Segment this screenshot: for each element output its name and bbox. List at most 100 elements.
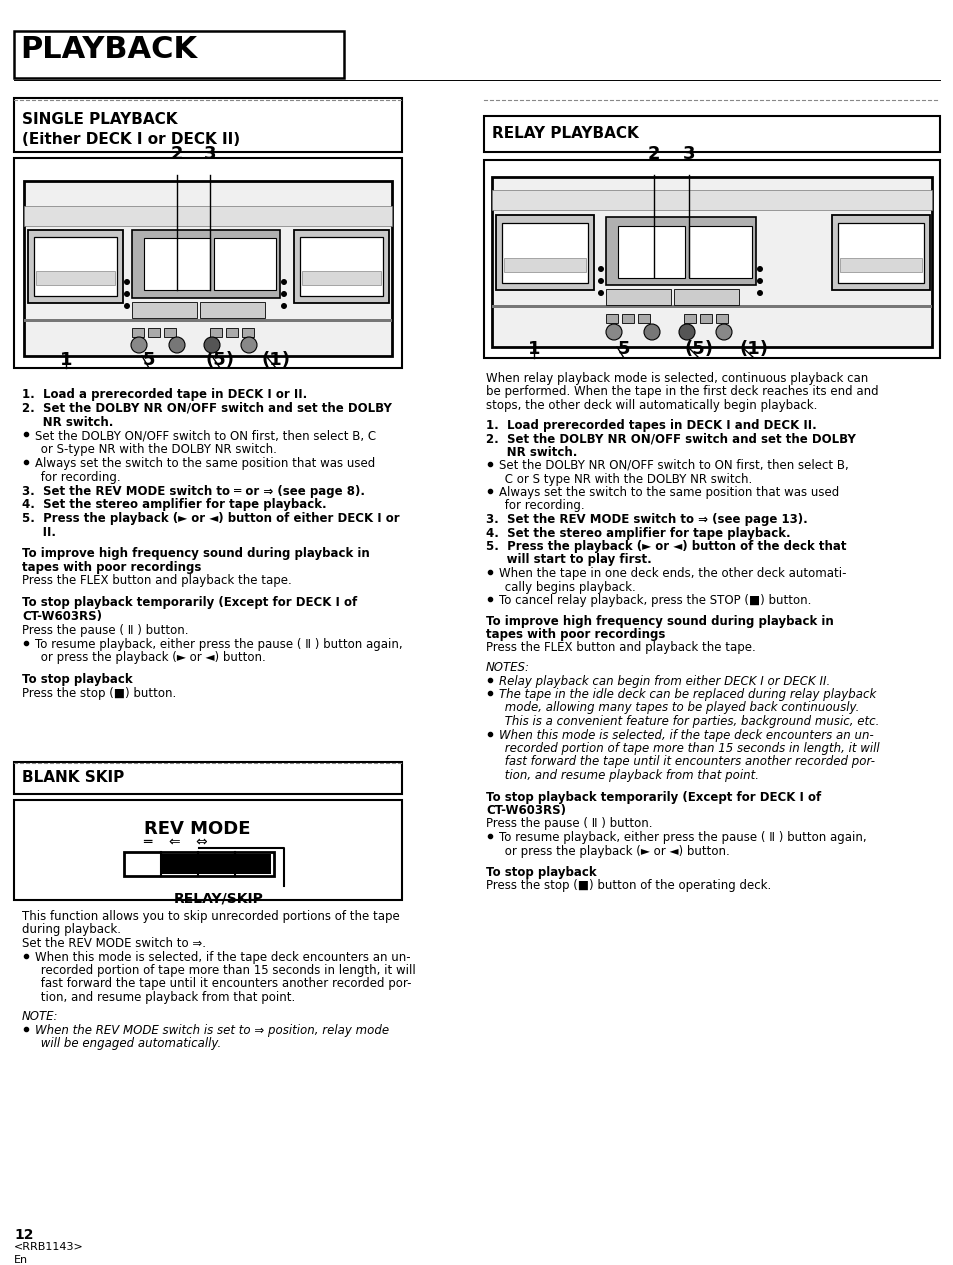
Text: for recording.: for recording.	[22, 471, 120, 483]
Text: Always set the switch to the same position that was used: Always set the switch to the same positi…	[498, 486, 839, 498]
Text: Set the REV MODE switch to ⇒.: Set the REV MODE switch to ⇒.	[22, 937, 206, 950]
Text: C or S type NR with the DOLBY NR switch.: C or S type NR with the DOLBY NR switch.	[485, 473, 752, 486]
Text: recorded portion of tape more than 15 seconds in length, it will: recorded portion of tape more than 15 se…	[485, 743, 879, 755]
Text: or S-type NR with the DOLBY NR switch.: or S-type NR with the DOLBY NR switch.	[22, 443, 276, 457]
Text: Press the FLEX button and playback the tape.: Press the FLEX button and playback the t…	[485, 641, 755, 654]
Circle shape	[679, 324, 695, 340]
Text: 12: 12	[14, 1228, 33, 1242]
Text: (5): (5)	[684, 340, 713, 358]
Text: PIONEER: PIONEER	[36, 213, 67, 218]
Text: tion, and resume playback from that point.: tion, and resume playback from that poin…	[485, 769, 759, 782]
Bar	[14, 799, 401, 899]
Text: 3.  Set the REV MODE switch to ═ or ⇒ (see page 8).: 3. Set the REV MODE switch to ═ or ⇒ (se…	[22, 484, 365, 497]
Bar	[24, 181, 392, 355]
Text: ═: ═	[143, 835, 151, 849]
Bar	[483, 116, 939, 152]
Circle shape	[598, 266, 603, 272]
Text: This function allows you to skip unrecorded portions of the tape: This function allows you to skip unrecor…	[22, 910, 399, 923]
Circle shape	[124, 291, 130, 297]
Bar	[618, 226, 684, 278]
Text: 3.  Set the REV MODE switch to ⇒ (see page 13).: 3. Set the REV MODE switch to ⇒ (see pag…	[485, 514, 807, 526]
Text: The tape in the idle deck can be replaced during relay playback: The tape in the idle deck can be replace…	[498, 688, 876, 701]
Bar	[492, 305, 931, 307]
Text: CT-W603RS): CT-W603RS)	[22, 610, 102, 622]
Bar	[24, 206, 392, 226]
Text: mode, allowing many tapes to be played back continuously.: mode, allowing many tapes to be played b…	[485, 702, 859, 715]
Text: NR switch.: NR switch.	[485, 445, 577, 458]
Text: 2: 2	[171, 145, 183, 163]
Text: NOTE:: NOTE:	[22, 1011, 58, 1023]
Text: <RRB1143>: <RRB1143>	[14, 1242, 84, 1252]
Text: during playback.: during playback.	[22, 923, 121, 936]
Text: When this mode is selected, if the tape deck encounters an un-: When this mode is selected, if the tape …	[35, 950, 410, 964]
Text: En: En	[14, 1255, 28, 1265]
Text: 4.  Set the stereo amplifier for tape playback.: 4. Set the stereo amplifier for tape pla…	[22, 498, 326, 511]
Text: 5.  Press the playback (► or ◄) button of either DECK I or: 5. Press the playback (► or ◄) button of…	[22, 512, 399, 525]
Text: PLAYBACK: PLAYBACK	[20, 35, 197, 65]
Text: (1): (1)	[739, 340, 768, 358]
Bar	[683, 314, 696, 323]
Bar	[503, 258, 585, 272]
Bar	[14, 762, 401, 794]
Text: 5: 5	[143, 350, 155, 369]
Bar	[831, 215, 929, 290]
Bar	[132, 230, 280, 299]
Text: cally begins playback.: cally begins playback.	[485, 581, 635, 593]
Bar	[14, 97, 401, 152]
Text: ►►: ►►	[335, 263, 346, 272]
Text: Press the stop (■) button of the operating deck.: Press the stop (■) button of the operati…	[485, 879, 770, 893]
Text: ►►: ►►	[69, 263, 81, 272]
Text: for recording.: for recording.	[485, 500, 584, 512]
Text: ◄◄: ◄◄	[835, 250, 847, 259]
Text: When this mode is selected, if the tape deck encounters an un-: When this mode is selected, if the tape …	[498, 729, 873, 741]
Circle shape	[598, 290, 603, 296]
Bar	[673, 288, 739, 305]
Text: SINGLE PLAYBACK: SINGLE PLAYBACK	[22, 113, 177, 128]
Text: will be engaged automatically.: will be engaged automatically.	[22, 1037, 221, 1050]
Circle shape	[124, 280, 130, 285]
Bar	[132, 328, 144, 336]
Text: To stop playback: To stop playback	[485, 867, 596, 879]
Text: Press the FLEX button and playback the tape.: Press the FLEX button and playback the t…	[22, 574, 292, 587]
Circle shape	[757, 266, 762, 272]
Bar	[840, 258, 921, 272]
Text: This is a convenient feature for parties, background music, etc.: This is a convenient feature for parties…	[485, 715, 879, 727]
Text: 1.  Load a prerecorded tape in DECK I or II.: 1. Load a prerecorded tape in DECK I or …	[22, 388, 307, 401]
Bar	[14, 158, 401, 368]
Circle shape	[281, 280, 287, 285]
Text: Set the DOLBY NR ON/OFF switch to ON first, then select B,: Set the DOLBY NR ON/OFF switch to ON fir…	[498, 459, 848, 472]
Text: CT-W6...  NR: CT-W6... NR	[578, 196, 608, 201]
Text: NR switch.: NR switch.	[22, 416, 113, 429]
Bar	[148, 328, 160, 336]
Bar	[605, 288, 670, 305]
Circle shape	[757, 290, 762, 296]
Text: ►►: ►►	[873, 250, 884, 259]
Bar	[492, 177, 931, 347]
Bar	[294, 230, 389, 304]
Text: To improve high frequency sound during playback in: To improve high frequency sound during p…	[485, 615, 833, 627]
Circle shape	[169, 336, 185, 353]
Circle shape	[281, 291, 287, 297]
Text: will start to play first.: will start to play first.	[485, 554, 651, 567]
Circle shape	[124, 304, 130, 309]
Text: or press the playback (► or ◄) button.: or press the playback (► or ◄) button.	[22, 651, 266, 664]
Text: To stop playback temporarily (Except for DECK I of: To stop playback temporarily (Except for…	[485, 791, 821, 803]
Bar	[124, 853, 274, 875]
Bar	[638, 314, 649, 323]
Bar	[716, 314, 727, 323]
Text: To resume playback, either press the pause ( Ⅱ ) button again,: To resume playback, either press the pau…	[35, 638, 402, 650]
Text: RELAY/SKIP: RELAY/SKIP	[173, 891, 264, 904]
Text: 2: 2	[647, 145, 659, 163]
Text: 5.  Press the playback (► or ◄) button of the deck that: 5. Press the playback (► or ◄) button of…	[485, 540, 845, 553]
Bar	[496, 215, 594, 290]
Text: or press the playback (► or ◄) button.: or press the playback (► or ◄) button.	[485, 845, 729, 858]
Text: ⇔: ⇔	[195, 835, 207, 849]
Bar	[605, 314, 618, 323]
Text: 3: 3	[204, 145, 216, 163]
Text: 3: 3	[682, 145, 695, 163]
Circle shape	[281, 304, 287, 309]
Bar	[28, 230, 123, 304]
Text: 4.  Set the stereo amplifier for tape playback.: 4. Set the stereo amplifier for tape pla…	[485, 526, 790, 539]
Circle shape	[131, 336, 147, 353]
Text: BLANK SKIP: BLANK SKIP	[22, 770, 124, 786]
